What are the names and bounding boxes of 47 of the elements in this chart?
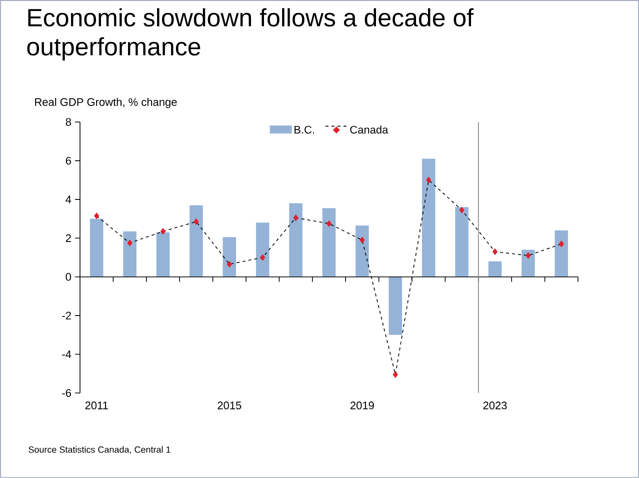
point (160, 228, 166, 235)
point (260, 254, 266, 261)
bar (554, 230, 568, 277)
bar (522, 250, 535, 277)
chart-title: Economic slowdown follows a decade of outperformance (27, 8, 474, 60)
bar (289, 203, 302, 277)
y-tick-label: 2 (66, 234, 71, 242)
point (426, 176, 432, 184)
bar (222, 237, 236, 277)
point (360, 236, 365, 244)
point (94, 212, 100, 220)
y-tick-label: -4 (62, 350, 72, 358)
source-note: Source Statistics Canada, Central 1 (28, 446, 170, 454)
y-tick-label: 6 (66, 156, 71, 165)
bar (322, 208, 336, 277)
point (526, 252, 531, 259)
bar (123, 231, 136, 277)
bar (356, 226, 369, 277)
point (392, 371, 398, 378)
bar (156, 232, 170, 277)
bar (256, 222, 270, 277)
bar (422, 158, 436, 277)
y-tick-label: 8 (66, 118, 71, 126)
x-tick-label: 2019 (350, 402, 374, 410)
y-tick-label: 0 (66, 272, 72, 281)
point (492, 248, 498, 255)
legend-label: Canada (350, 126, 388, 134)
x-tick-label: 2015 (218, 402, 242, 410)
point (226, 261, 232, 268)
y-tick-label: -6 (62, 389, 71, 397)
point (558, 240, 564, 248)
point (127, 240, 132, 246)
x-tick-label: 2011 (85, 402, 108, 410)
bar (388, 276, 402, 335)
y-tick-label: 4 (66, 196, 72, 204)
bar (488, 261, 502, 277)
y-tick-label: -2 (62, 312, 71, 320)
point (459, 206, 464, 214)
y-axis-title: Real GDP Growth, % change (35, 98, 177, 108)
bar (190, 205, 203, 277)
point (194, 218, 199, 225)
x-tick-label: 2023 (483, 402, 507, 410)
legend-label: B.C. (294, 126, 314, 134)
bar (455, 207, 468, 277)
point (293, 214, 298, 222)
point (326, 220, 332, 227)
bar (90, 218, 104, 277)
